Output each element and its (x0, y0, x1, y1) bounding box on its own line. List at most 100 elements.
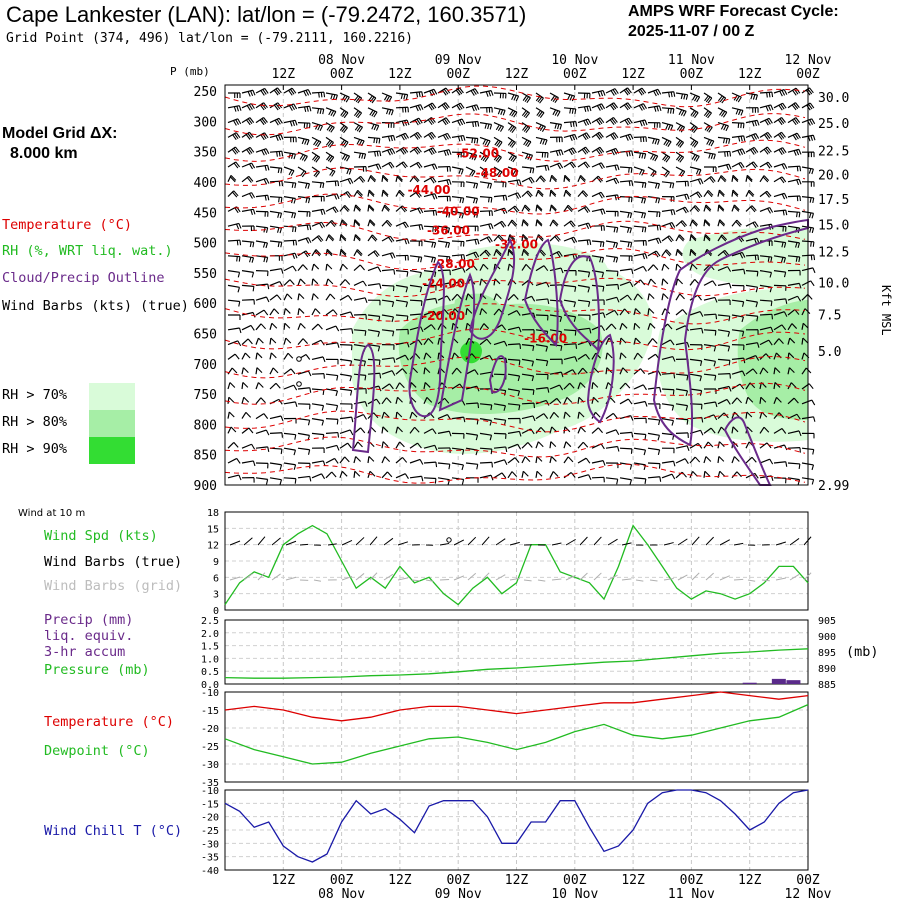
wind-barb (465, 369, 479, 375)
wind-barb (269, 367, 279, 375)
wind-barb (507, 166, 519, 176)
surface-grid-barb (691, 572, 700, 581)
wind-barb (619, 255, 633, 262)
wind-barb (255, 309, 269, 316)
wind-barb (325, 471, 337, 479)
wind-barb (423, 397, 433, 405)
wind-barb (367, 163, 382, 170)
wind-barb (661, 403, 675, 411)
tempdew-ytick-2: -25 (201, 742, 219, 753)
wind-barb (563, 441, 572, 449)
wind-barb (703, 344, 717, 352)
wind-barb (325, 180, 340, 187)
wind-ytick-3: 9 (213, 557, 219, 568)
wind-barb (269, 322, 278, 330)
wind-barb (227, 270, 241, 278)
wind-barb (507, 358, 521, 366)
wind-barb (339, 107, 349, 119)
surface-grid-barb (705, 572, 714, 581)
wind-barb (549, 384, 564, 391)
wind-barb (689, 205, 701, 213)
wind-barb (647, 264, 659, 272)
wind-barb (647, 181, 660, 189)
wind-barb (717, 234, 728, 242)
wind-barb (297, 210, 311, 217)
wind-barb (353, 441, 363, 449)
wind-barb (227, 284, 241, 293)
dewpoint-line (224, 704, 809, 765)
wind-ytick-0: 0 (213, 606, 219, 617)
wind-barb (731, 314, 744, 323)
wind-barb (745, 270, 759, 277)
wind-barb (367, 266, 382, 273)
wind-barb (647, 122, 661, 128)
model-grid-label: Model Grid ΔX: (2, 125, 118, 142)
wind-barb (339, 177, 354, 185)
cloud-outline-1 (408, 260, 445, 418)
wind-barb (325, 431, 340, 438)
surface-wind-barb (257, 536, 266, 546)
wind-barb (395, 368, 408, 375)
tempdew-ytick-5: -10 (201, 688, 219, 699)
wind-barb (549, 219, 559, 227)
wind-barb (325, 206, 339, 214)
wind-barb (353, 166, 367, 172)
wind-ytick-5: 15 (207, 524, 219, 535)
wind-barb (745, 396, 754, 404)
legend-barbs: Wind Barbs (kts) (true) (2, 298, 189, 314)
wind-barb (633, 136, 647, 143)
wind-barb (647, 462, 661, 469)
wind-barb (451, 462, 464, 471)
wind-barb (241, 338, 253, 346)
wind-barb (549, 234, 561, 242)
wind-barb (801, 367, 812, 375)
wind-barb (549, 371, 564, 378)
wind-barb (787, 397, 799, 405)
wind-barb (507, 107, 518, 118)
surface-grid-barb (733, 578, 744, 581)
wind-barb (521, 190, 533, 198)
wind-barb (311, 388, 325, 396)
wind-barb (563, 92, 576, 102)
wind-barb (535, 219, 543, 227)
top-date-label-2: 10 Nov (551, 53, 598, 68)
wind-barb (549, 149, 564, 157)
wind-barb (703, 296, 718, 303)
top-date-label-1: 09 Nov (435, 53, 482, 68)
wind-barb (451, 166, 464, 175)
wind-barb (619, 117, 633, 126)
wind-barb (423, 163, 438, 170)
wind-barb (521, 415, 536, 422)
wind-barb (549, 162, 564, 170)
wind-barb (647, 447, 661, 455)
wind-barb (521, 264, 532, 271)
wind-barb (717, 373, 731, 379)
surface-wind-barb (663, 542, 674, 546)
wind-barb (353, 92, 363, 104)
wind-barb (269, 225, 283, 234)
wind-barb (703, 456, 712, 464)
wind-barb (787, 337, 796, 345)
wind-barb (689, 234, 697, 242)
surface-grid-barb (677, 574, 688, 581)
wind-barb (745, 189, 755, 198)
wind-barb (423, 255, 437, 263)
wind-barb (745, 299, 759, 308)
wind-barb (605, 255, 619, 263)
surface-grid-barb (313, 579, 322, 582)
isotherm-8 (224, 303, 806, 325)
wind-barb (563, 236, 578, 244)
wind-barb (227, 474, 242, 481)
wind-barb (759, 458, 774, 465)
wind-barb (283, 239, 298, 246)
wind-barb (591, 89, 606, 97)
wind-barb (283, 447, 297, 456)
wind-barb (465, 238, 480, 245)
wind-barb (255, 177, 270, 185)
wind-barb (311, 308, 321, 316)
wind-barb (465, 104, 480, 112)
wind-barb (801, 280, 815, 287)
bottom-time-tick-2: 12Z (388, 873, 412, 888)
wind-barb (619, 367, 629, 375)
